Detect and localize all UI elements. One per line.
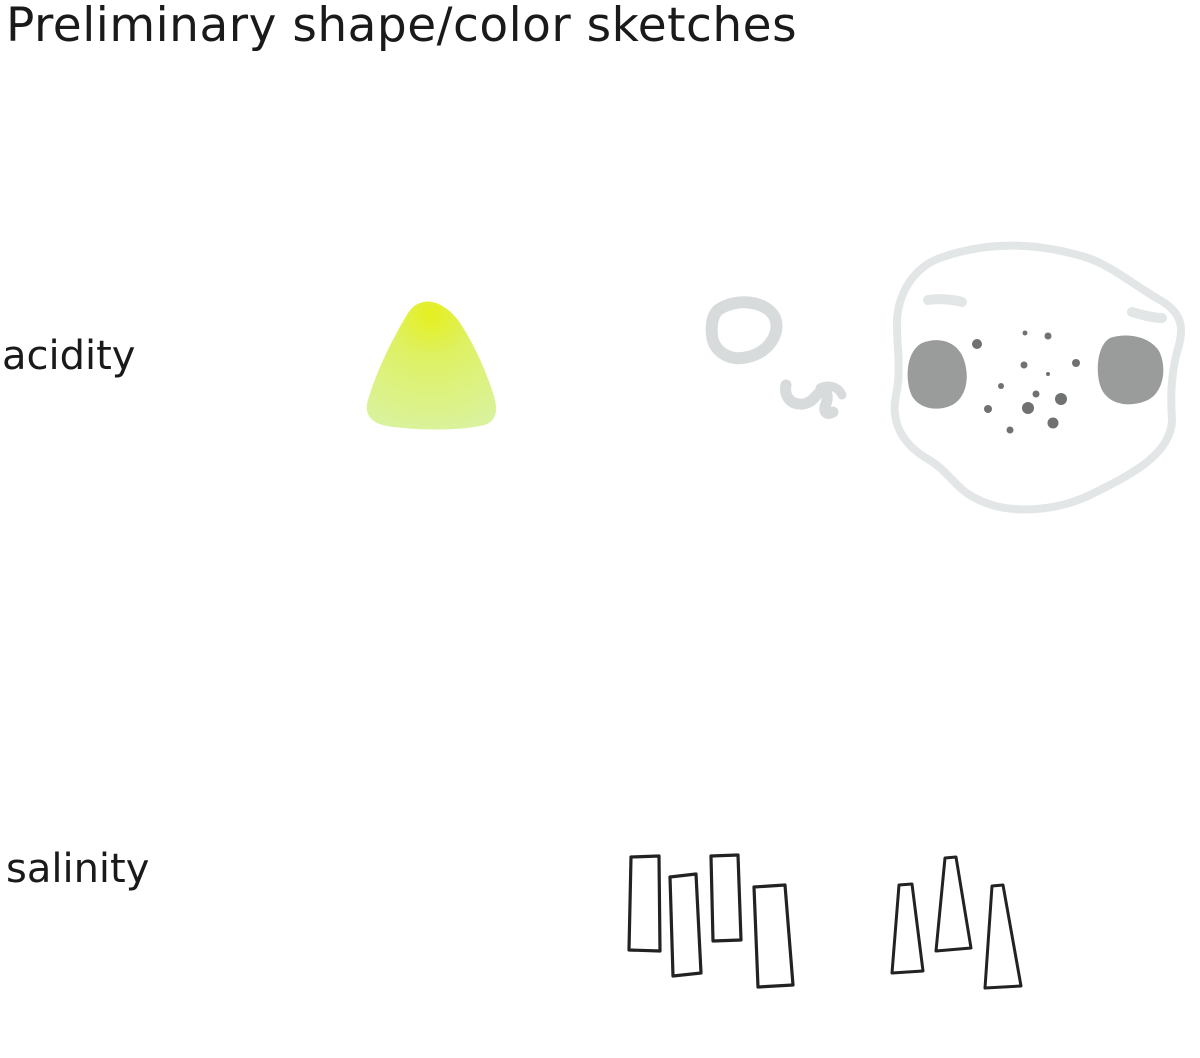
- acidity-ring-sketch: [705, 296, 783, 365]
- row-label-salinity: salinity: [6, 846, 150, 892]
- acidity-sketches: [366, 241, 1186, 514]
- page-title: Preliminary shape/color sketches: [6, 0, 798, 53]
- acidity-triangle-sketch: [366, 301, 497, 430]
- acidity-cell-rim-sketch: [923, 294, 1167, 323]
- salinity-tapered-sketch: [890, 855, 1023, 990]
- row-label-acidity: acidity: [2, 333, 136, 379]
- acidity-left-blob-sketch: [907, 340, 967, 409]
- acidity-dots-sketch: [972, 330, 1080, 434]
- acidity-curl-hook-sketch: [815, 381, 847, 400]
- salinity-sketches: [360, 813, 1023, 998]
- acidity-right-blob-sketch: [1097, 335, 1164, 405]
- salinity-rectangles-sketch: [627, 853, 795, 989]
- salinity-lines-sketch: [360, 813, 516, 998]
- acidity-cell-outline-sketch: [890, 241, 1186, 514]
